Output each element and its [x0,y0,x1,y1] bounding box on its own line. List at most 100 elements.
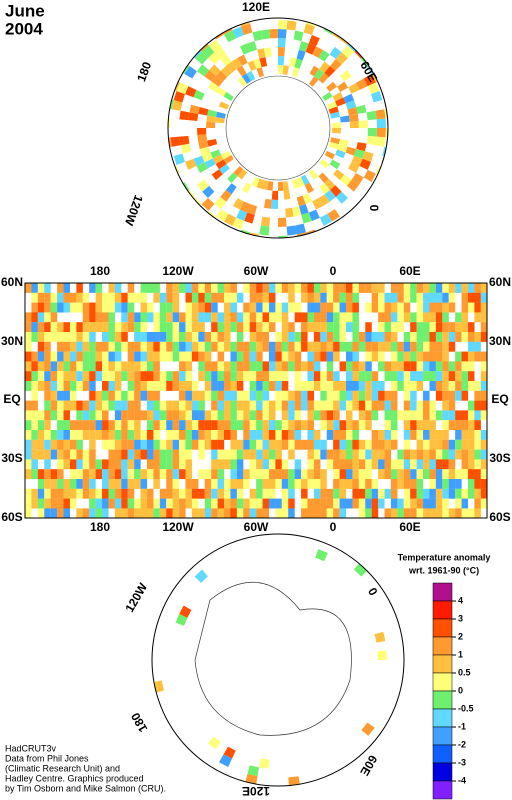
grid-cell [467,302,475,313]
grid-cell [346,439,353,450]
grid-cell [76,459,83,470]
grid-cell [217,371,225,382]
grid-cell [37,508,45,518]
grid-cell [324,178,336,191]
grid-cell [397,508,404,518]
grid-cell [328,106,339,115]
grid-cell [429,498,436,509]
grid-cell [442,371,449,382]
grid-cell [288,390,295,401]
grid-cell [44,351,51,362]
grid-cell [345,146,357,156]
grid-cell [358,390,366,401]
grid-cell [268,381,276,391]
grid-cell [159,292,167,303]
grid-cell [76,430,83,440]
grid-cell [191,292,199,303]
grid-cell [114,283,122,293]
grid-cell [236,381,244,391]
grid-cell [236,390,244,401]
grid-cell [127,283,135,293]
grid-cell [480,479,487,489]
legend-swatch [432,744,453,764]
grid-cell [114,381,122,391]
grid-cell [268,361,276,372]
grid-cell [159,439,167,450]
grid-cell [172,283,180,293]
grid-cell [339,508,347,518]
grid-cell [201,152,213,163]
grid-cell [416,400,424,411]
grid-cell [275,283,282,293]
grid-cell [384,361,392,372]
grid-cell [429,439,436,450]
grid-cell [410,351,417,362]
grid-cell [166,292,173,303]
grid-cell [153,292,160,303]
grid-cell [37,351,45,362]
grid-cell [114,351,122,362]
grid-cell [153,371,160,382]
grid-cell [134,351,141,362]
grid-cell [467,439,475,450]
grid-cell [328,141,339,150]
grid-cell [184,86,197,98]
grid-cell [333,381,340,391]
grid-cell [102,341,109,352]
grid-cell [82,302,90,313]
grid-cell [281,332,289,342]
grid-cell [390,283,398,293]
grid-cell [365,488,372,499]
grid-cell [95,302,103,313]
grid-cell [230,469,237,480]
grid-cell [384,292,392,303]
grid-cell [423,410,430,421]
grid-cell [76,371,83,382]
grid-cell [423,449,430,460]
grid-cell [166,439,173,450]
grid-cell [202,185,215,199]
grid-cell [89,469,96,480]
grid-cell [204,508,212,518]
grid-cell [179,469,186,480]
grid-cell [365,332,372,342]
grid-cell [403,420,411,431]
grid-cell [294,400,302,411]
grid-cell [416,332,424,342]
grid-cell [378,302,385,313]
grid-cell [31,351,38,362]
grid-cell [455,498,462,509]
grid-cell [423,332,430,342]
grid-cell [69,488,77,499]
grid-cell [37,381,45,391]
grid-cell [474,498,481,509]
grid-cell [298,41,309,52]
grid-cell [191,302,199,313]
grid-cell [140,390,148,401]
grid-cell [89,430,96,440]
grid-cell [256,498,263,509]
grid-cell [256,508,263,518]
grid-cell [224,508,231,518]
grid-cell [318,194,330,206]
grid-cell [69,420,77,431]
grid-cell [146,439,154,450]
grid-cell [326,508,334,518]
grid-cell [211,459,218,470]
grid-cell [232,217,245,230]
grid-cell [403,498,411,509]
grid-cell [319,61,331,73]
grid-cell [214,196,227,210]
grid-cell [378,283,385,293]
grid-cell [217,390,225,401]
grid-cell [140,302,148,313]
grid-cell [308,34,320,47]
grid-cell [262,332,270,342]
grid-cell [95,410,103,421]
grid-cell [198,400,205,411]
grid-cell [37,332,45,342]
grid-cell [114,439,122,450]
grid-cell [448,390,456,401]
grid-cell [333,302,340,313]
